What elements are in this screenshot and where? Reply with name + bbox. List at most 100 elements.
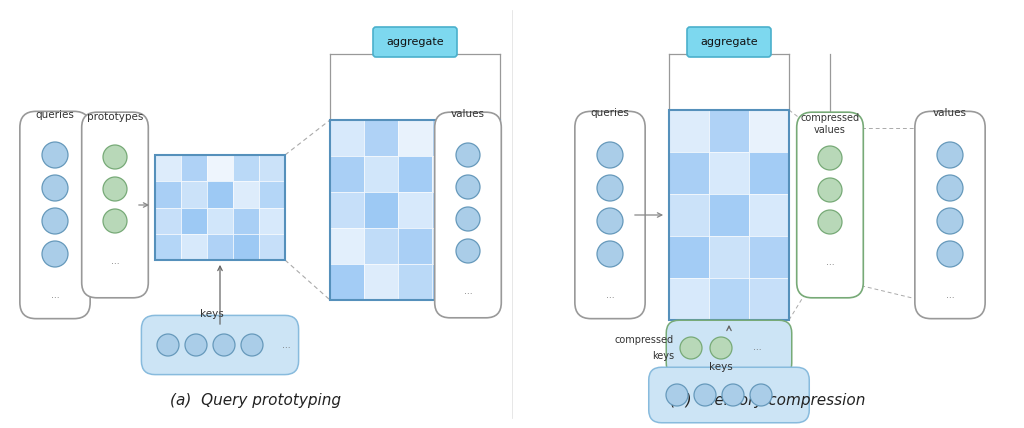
- Bar: [330, 228, 364, 264]
- Circle shape: [937, 175, 963, 201]
- Text: (b)  Memory compression: (b) Memory compression: [671, 393, 865, 408]
- Bar: [709, 152, 749, 194]
- Text: prototypes: prototypes: [87, 112, 143, 122]
- Circle shape: [597, 241, 623, 267]
- Bar: [233, 234, 259, 260]
- Circle shape: [666, 384, 688, 406]
- Bar: [259, 181, 285, 208]
- Text: aggregate: aggregate: [386, 37, 443, 47]
- Circle shape: [937, 208, 963, 234]
- Bar: [432, 120, 466, 156]
- Circle shape: [694, 384, 716, 406]
- Bar: [669, 236, 709, 278]
- Bar: [364, 156, 398, 192]
- Text: ...: ...: [754, 344, 762, 353]
- Bar: [155, 208, 181, 234]
- Text: compressed: compressed: [614, 335, 674, 345]
- FancyBboxPatch shape: [82, 112, 148, 298]
- Text: ...: ...: [464, 287, 472, 296]
- Circle shape: [185, 334, 207, 356]
- FancyBboxPatch shape: [141, 315, 299, 374]
- Circle shape: [597, 208, 623, 234]
- Circle shape: [597, 175, 623, 201]
- Circle shape: [103, 145, 127, 169]
- Circle shape: [456, 143, 480, 167]
- Circle shape: [42, 142, 68, 168]
- Text: queries: queries: [36, 110, 75, 120]
- Circle shape: [818, 178, 842, 202]
- Circle shape: [937, 142, 963, 168]
- Circle shape: [241, 334, 263, 356]
- Bar: [466, 228, 500, 264]
- Bar: [398, 264, 432, 300]
- Bar: [466, 264, 500, 300]
- Circle shape: [42, 208, 68, 234]
- Circle shape: [456, 239, 480, 263]
- Bar: [669, 110, 709, 152]
- FancyBboxPatch shape: [667, 320, 792, 376]
- Bar: [398, 120, 432, 156]
- Circle shape: [937, 241, 963, 267]
- Bar: [233, 181, 259, 208]
- Text: queries: queries: [591, 108, 630, 118]
- Text: values: values: [933, 108, 967, 118]
- Bar: [432, 264, 466, 300]
- Bar: [669, 152, 709, 194]
- Bar: [155, 234, 181, 260]
- Bar: [364, 264, 398, 300]
- Bar: [432, 156, 466, 192]
- Circle shape: [456, 175, 480, 199]
- Text: ...: ...: [946, 291, 954, 300]
- Text: keys: keys: [710, 362, 733, 372]
- FancyBboxPatch shape: [435, 112, 502, 318]
- Bar: [364, 192, 398, 228]
- Bar: [709, 110, 749, 152]
- Bar: [207, 208, 233, 234]
- Bar: [432, 228, 466, 264]
- Bar: [749, 236, 790, 278]
- FancyBboxPatch shape: [373, 27, 457, 57]
- Bar: [207, 234, 233, 260]
- Text: ...: ...: [50, 291, 59, 300]
- FancyBboxPatch shape: [797, 112, 863, 298]
- Text: values: values: [451, 109, 485, 119]
- Circle shape: [157, 334, 179, 356]
- Circle shape: [597, 142, 623, 168]
- FancyBboxPatch shape: [687, 27, 771, 57]
- Circle shape: [42, 241, 68, 267]
- Text: aggregate: aggregate: [700, 37, 758, 47]
- Bar: [432, 192, 466, 228]
- Circle shape: [722, 384, 744, 406]
- Bar: [207, 155, 233, 181]
- Bar: [207, 181, 233, 208]
- Bar: [466, 120, 500, 156]
- Circle shape: [750, 384, 772, 406]
- Bar: [364, 228, 398, 264]
- Bar: [709, 194, 749, 236]
- FancyBboxPatch shape: [649, 367, 809, 423]
- Text: (a)  Query prototyping: (a) Query prototyping: [170, 393, 341, 408]
- Bar: [181, 208, 207, 234]
- Bar: [330, 264, 364, 300]
- Bar: [749, 152, 790, 194]
- Circle shape: [710, 337, 732, 359]
- Bar: [259, 155, 285, 181]
- Circle shape: [103, 209, 127, 233]
- Bar: [233, 208, 259, 234]
- Text: ...: ...: [792, 390, 800, 399]
- FancyBboxPatch shape: [574, 111, 645, 319]
- Bar: [330, 192, 364, 228]
- Text: ...: ...: [605, 291, 614, 300]
- Bar: [466, 192, 500, 228]
- Text: ...: ...: [111, 257, 120, 266]
- Circle shape: [818, 210, 842, 234]
- Bar: [330, 120, 364, 156]
- Bar: [669, 194, 709, 236]
- Bar: [364, 120, 398, 156]
- Bar: [155, 181, 181, 208]
- Text: compressed: compressed: [801, 113, 859, 123]
- Bar: [330, 120, 500, 300]
- Text: keys: keys: [652, 351, 674, 361]
- Text: keys: keys: [200, 309, 224, 319]
- Text: ...: ...: [283, 341, 291, 350]
